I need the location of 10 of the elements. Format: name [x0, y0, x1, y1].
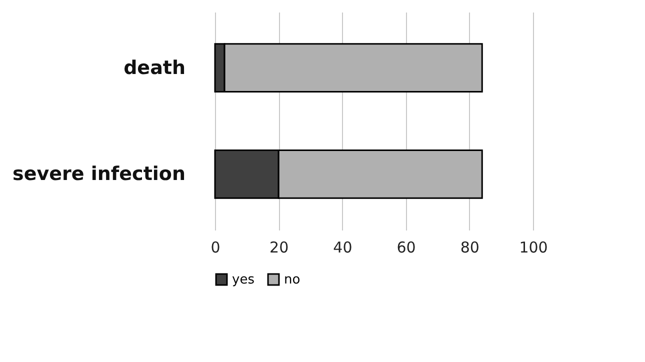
x-tick-label: 0 — [210, 238, 220, 256]
x-tick-label: 80 — [460, 238, 480, 256]
legend-label: yes — [232, 272, 255, 288]
y-tick-label: death — [124, 56, 186, 79]
legend-label: no — [284, 272, 300, 288]
y-tick-label: severe infection — [12, 163, 186, 186]
x-tick-label: 100 — [519, 238, 548, 256]
x-tick-label: 40 — [333, 238, 352, 256]
x-tick-label: 20 — [270, 238, 289, 256]
x-tick-label: 60 — [396, 238, 416, 256]
